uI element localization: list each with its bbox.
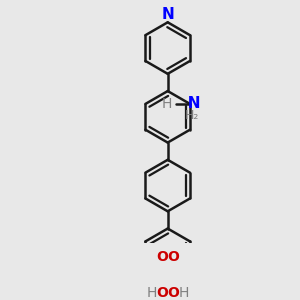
Text: H: H [179,286,189,300]
Text: N: N [161,7,174,22]
Text: N: N [172,96,201,111]
Text: H₂: H₂ [185,109,200,122]
Text: O: O [167,250,179,264]
Text: O: O [157,286,169,300]
Text: H: H [146,286,157,300]
Text: H: H [162,97,172,111]
Text: O: O [167,286,179,300]
Text: O: O [157,250,169,264]
